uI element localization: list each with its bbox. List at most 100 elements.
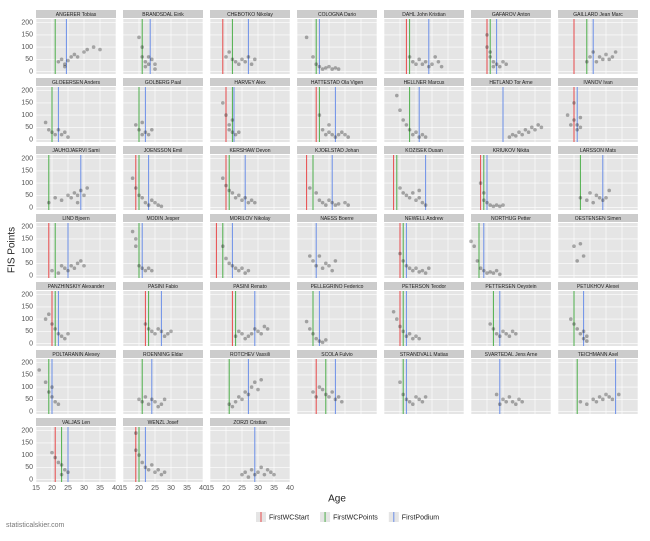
point <box>311 259 315 263</box>
point <box>398 380 402 385</box>
point <box>488 270 493 274</box>
point <box>314 395 319 399</box>
point <box>240 198 244 203</box>
point <box>317 385 322 389</box>
point <box>256 470 260 475</box>
point <box>243 336 247 341</box>
point <box>159 204 164 209</box>
strip <box>36 146 116 154</box>
point <box>575 127 579 132</box>
point <box>533 127 537 132</box>
panel-background <box>123 359 203 414</box>
point <box>317 254 322 258</box>
panel-title: ROENNING Eldar <box>143 352 183 358</box>
point <box>395 93 399 98</box>
y-tick-label: 50 <box>25 464 33 471</box>
point <box>43 317 48 321</box>
point <box>536 123 540 127</box>
point <box>510 132 515 137</box>
point <box>569 317 573 321</box>
panel-title: JOENSSON Emil <box>144 148 183 154</box>
point <box>565 113 570 117</box>
panel-background <box>36 359 116 414</box>
point <box>146 203 151 207</box>
panel: PANZHINSKIY Alexander 0 50 100 150 200 <box>21 282 117 347</box>
point <box>526 130 531 135</box>
x-tick-label: 20 <box>48 485 56 492</box>
point <box>501 329 505 334</box>
point <box>66 268 70 273</box>
point <box>485 45 489 49</box>
panel-background <box>384 155 464 210</box>
y-tick-label: 100 <box>21 384 33 391</box>
point <box>327 123 331 127</box>
point <box>482 268 486 273</box>
panel: PETTERSEN Oeystein <box>470 282 552 346</box>
point <box>233 266 238 271</box>
panel: SVARTEDAL Jens Arne <box>470 350 552 414</box>
panel: HELLNER Marcus <box>383 78 465 142</box>
point <box>79 259 83 263</box>
point <box>59 463 64 467</box>
point <box>613 50 618 54</box>
point <box>140 55 144 59</box>
point <box>256 387 260 392</box>
panel-title: HARVEY Alex <box>234 80 266 86</box>
point <box>143 268 148 273</box>
panel-title: BRANDSDAL Eirik <box>142 12 184 18</box>
point <box>53 327 57 331</box>
strip <box>123 418 203 426</box>
point <box>333 66 338 70</box>
panel-title: NEWELL Andrew <box>405 216 444 222</box>
point <box>304 35 309 40</box>
panel-title: WENZL Josef <box>148 420 179 426</box>
y-tick-label: 200 <box>21 360 33 367</box>
y-tick-label: 0 <box>29 272 33 279</box>
point <box>162 334 167 339</box>
y-tick-label: 150 <box>21 100 33 107</box>
point <box>262 472 267 477</box>
point <box>63 336 67 341</box>
y-axis-label: FIS Points <box>7 227 18 273</box>
point <box>320 127 325 132</box>
point <box>240 397 244 402</box>
point <box>414 334 418 339</box>
panel: GOLBERG Paal <box>122 78 204 142</box>
point <box>333 397 338 402</box>
point <box>249 385 254 389</box>
panel-title: GAILLARD Jean Marc <box>573 12 623 18</box>
point <box>491 327 496 331</box>
point <box>156 203 160 207</box>
point <box>256 329 260 334</box>
panel-title: LARSSON Mats <box>580 148 617 154</box>
point <box>401 259 406 263</box>
point <box>324 132 328 137</box>
point <box>156 467 160 472</box>
point <box>162 397 167 402</box>
point <box>159 472 164 477</box>
point <box>140 266 144 271</box>
x-tick-label: 15 <box>119 485 127 492</box>
point <box>221 101 225 105</box>
strip <box>558 10 638 18</box>
point <box>140 195 144 200</box>
point <box>230 191 235 195</box>
point <box>237 62 241 67</box>
point <box>150 127 154 132</box>
point <box>414 198 418 203</box>
point <box>137 35 141 40</box>
point <box>56 59 61 64</box>
panel-background <box>384 19 464 74</box>
strip <box>384 78 464 86</box>
point <box>56 331 61 336</box>
point <box>243 59 247 64</box>
point <box>259 377 264 382</box>
point <box>420 132 425 137</box>
point <box>137 263 141 268</box>
point <box>430 62 434 67</box>
point <box>150 463 154 467</box>
point <box>404 193 409 198</box>
panel-background <box>210 155 290 210</box>
point <box>607 57 611 62</box>
